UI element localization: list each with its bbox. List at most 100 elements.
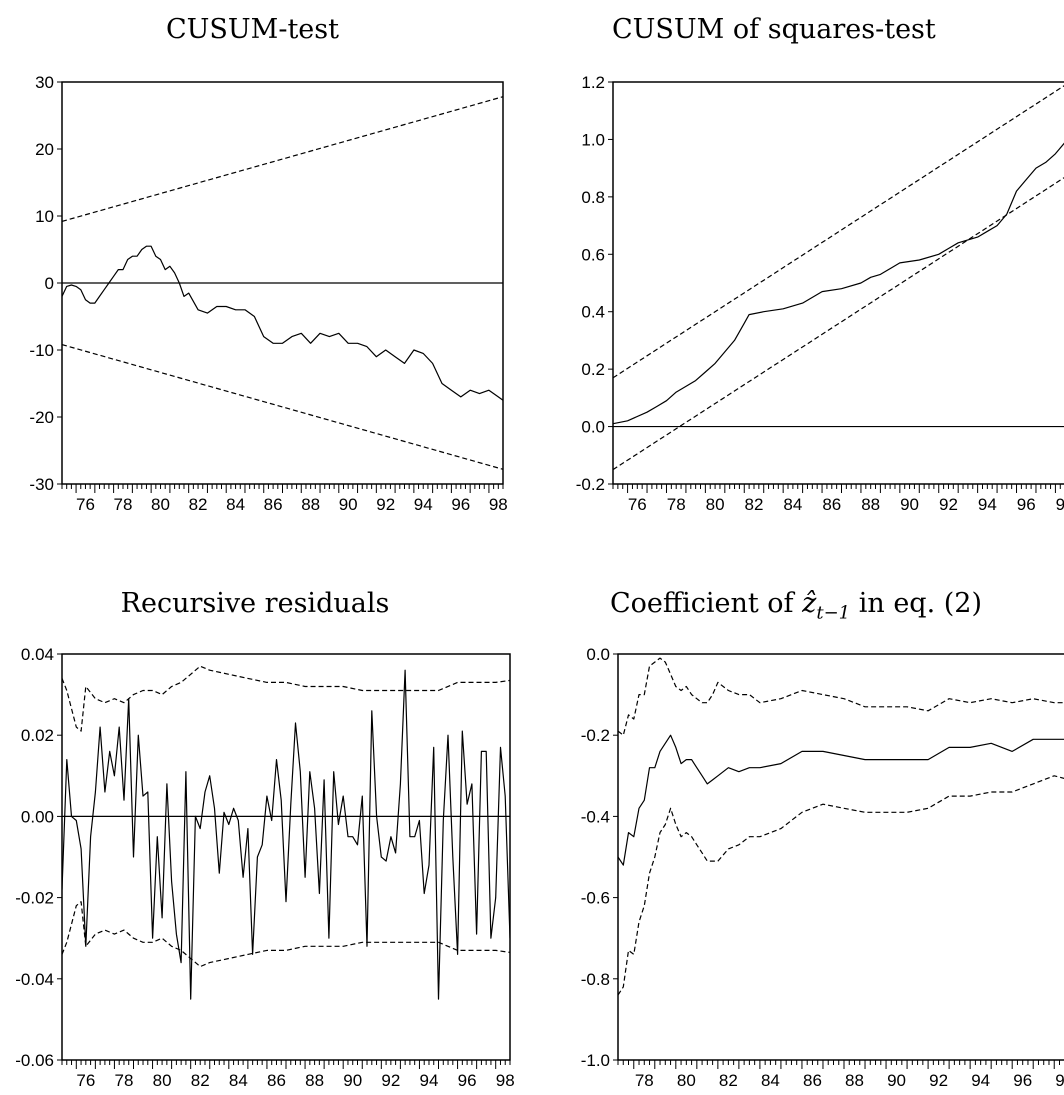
- cusumsq-y-tick-label: 0.8: [581, 188, 605, 207]
- cusum-band-line: [62, 344, 503, 470]
- coefficient-x-tick-label: 98: [1055, 1071, 1064, 1090]
- cusum-x-tick-label: 86: [264, 495, 283, 514]
- coefficient-chart: 0.0 -0.2 -0.4 -0.6 -0.8 -1.0 78 80 82 84 86 88 90 92 9…: [581, 645, 1064, 1090]
- cusumsq-x-tick-label: 90: [900, 495, 919, 514]
- residuals-x-tick-label: 98: [496, 1071, 515, 1090]
- cusumsq-y-tick-label: 0.6: [581, 245, 605, 264]
- coefficient-x-tick-label: 94: [971, 1071, 990, 1090]
- residuals-band-line: [62, 665, 510, 732]
- residuals-y-tick-label: -0.02: [15, 889, 54, 908]
- cusumsq-x-tick-label: 92: [939, 495, 958, 514]
- cusumsq-title: CUSUM of squares-test: [612, 14, 936, 45]
- coefficient-y-tick-label: -0.4: [581, 807, 610, 826]
- cusumsq-x-tick-label: 88: [861, 495, 880, 514]
- coefficient-x-tick-label: 86: [803, 1071, 822, 1090]
- cusum-y-tick-label: -20: [29, 408, 54, 427]
- cusum-y-tick-label: -10: [29, 341, 54, 360]
- cusum-x-tick-label: 76: [76, 495, 95, 514]
- cusumsq-y-tick-label: 0.4: [581, 303, 605, 322]
- cusumsq-x-tick-label: 86: [822, 495, 841, 514]
- coefficient-x-tick-label: 80: [677, 1071, 696, 1090]
- cusum-title: CUSUM-test: [166, 14, 339, 45]
- cusumsq-x-tick-label: 78: [667, 495, 686, 514]
- residuals-x-tick-label: 90: [343, 1071, 362, 1090]
- cusumsq-y-tick-label: 1.2: [581, 73, 605, 92]
- coefficient-title-subscript: t−1: [816, 602, 851, 624]
- cusum-x-tick-label: 88: [301, 495, 320, 514]
- cusum-x-tick-label: 82: [189, 495, 208, 514]
- coefficient-series-line: [618, 734, 1064, 866]
- cusum-x-tick-label: 80: [151, 495, 170, 514]
- coefficient-title: Coefficient of ẑt−1 in eq. (2): [610, 588, 982, 623]
- cusumsq-x-tick-label: 84: [783, 495, 802, 514]
- cusumsq-x-tick-label: 96: [1017, 495, 1036, 514]
- coefficient-x-tick-label: 82: [719, 1071, 738, 1090]
- residuals-y-tick-label: -0.06: [15, 1051, 54, 1070]
- cusumsq-series-line: [613, 142, 1064, 425]
- residuals-x-tick-label: 92: [381, 1071, 400, 1090]
- cusum-y-tick-label: 10: [35, 207, 54, 226]
- cusumsq-x-tick-label: 76: [628, 495, 647, 514]
- residuals-series-line: [62, 669, 510, 1000]
- cusum-chart: 30 20 10 0 -10 -20 -30 76 78 80 82 84 86 88 90 92 94 96 98: [29, 73, 507, 514]
- coefficient-x-tick-label: 84: [761, 1071, 780, 1090]
- cusumsq-chart: 1.2 1.0 0.8 0.6 0.4 0.2 0.0 -0.2 76 78 80 82 84 86 88 9…: [576, 73, 1064, 514]
- cusumsq-x-tick-label: 80: [706, 495, 725, 514]
- coefficient-x-tick-label: 90: [887, 1071, 906, 1090]
- coefficient-y-tick-label: -0.8: [581, 970, 610, 989]
- residuals-x-tick-label: 86: [267, 1071, 286, 1090]
- residuals-y-tick-label: 0.00: [21, 807, 54, 826]
- cusum-x-tick-label: 92: [376, 495, 395, 514]
- residuals-title: Recursive residuals: [120, 588, 390, 619]
- coefficient-y-tick-label: -1.0: [581, 1051, 610, 1070]
- cusumsq-x-tick-label: 94: [978, 495, 997, 514]
- residuals-x-tick-label: 82: [191, 1071, 210, 1090]
- residuals-x-tick-label: 76: [76, 1071, 95, 1090]
- cusumsq-x-tick-label: 98: [1056, 495, 1064, 514]
- coefficient-title-suffix: in eq. (2): [850, 588, 982, 619]
- residuals-chart: 0.04 0.02 0.00 -0.02 -0.04 -0.06 76 78 80 82 84 86 8…: [15, 645, 514, 1090]
- cusumsq-y-tick-label: 1.0: [581, 130, 605, 149]
- cusum-x-tick-label: 90: [339, 495, 358, 514]
- cusum-series-line: [62, 245, 503, 401]
- residuals-band-line: [62, 901, 510, 968]
- residuals-x-tick-label: 78: [114, 1071, 133, 1090]
- cusum-band-line: [62, 96, 503, 222]
- coefficient-y-tick-label: -0.6: [581, 889, 610, 908]
- coefficient-y-tick-label: -0.2: [581, 726, 610, 745]
- residuals-y-tick-label: 0.02: [21, 726, 54, 745]
- cusum-y-tick-label: 0: [45, 274, 54, 293]
- residuals-x-tick-label: 80: [153, 1071, 172, 1090]
- cusum-x-tick-label: 84: [226, 495, 245, 514]
- cusum-x-tick-label: 96: [451, 495, 470, 514]
- cusumsq-frame: [612, 81, 1064, 485]
- cusum-x-tick-label: 98: [489, 495, 508, 514]
- residuals-x-tick-label: 84: [229, 1071, 248, 1090]
- coefficient-band-line: [618, 657, 1064, 736]
- coefficient-title-prefix: Coefficient of: [610, 588, 803, 619]
- cusum-x-tick-label: 78: [114, 495, 133, 514]
- coefficient-band-line: [618, 775, 1064, 996]
- coefficient-frame: [617, 653, 1064, 1061]
- coefficient-x-tick-label: 78: [635, 1071, 654, 1090]
- cusum-y-tick-label: -30: [29, 475, 54, 494]
- coefficient-y-tick-label: 0.0: [586, 645, 610, 664]
- residuals-y-tick-label: -0.04: [15, 970, 54, 989]
- cusumsq-y-tick-label: 0.2: [581, 360, 605, 379]
- cusumsq-y-tick-label: 0.0: [581, 418, 605, 437]
- coefficient-x-tick-label: 96: [1013, 1071, 1032, 1090]
- cusumsq-y-tick-label: -0.2: [576, 475, 605, 494]
- residuals-x-tick-label: 94: [420, 1071, 439, 1090]
- coefficient-title-variable: ẑ: [802, 588, 817, 619]
- cusum-x-tick-label: 94: [414, 495, 433, 514]
- residuals-y-tick-label: 0.04: [21, 645, 54, 664]
- cusumsq-band-line: [613, 85, 1064, 379]
- cusumsq-band-line: [613, 177, 1064, 471]
- coefficient-x-tick-label: 92: [929, 1071, 948, 1090]
- cusumsq-x-tick-label: 82: [745, 495, 764, 514]
- cusum-y-tick-label: 20: [35, 140, 54, 159]
- residuals-x-tick-label: 96: [458, 1071, 477, 1090]
- coefficient-x-tick-label: 88: [845, 1071, 864, 1090]
- residuals-x-tick-label: 88: [305, 1071, 324, 1090]
